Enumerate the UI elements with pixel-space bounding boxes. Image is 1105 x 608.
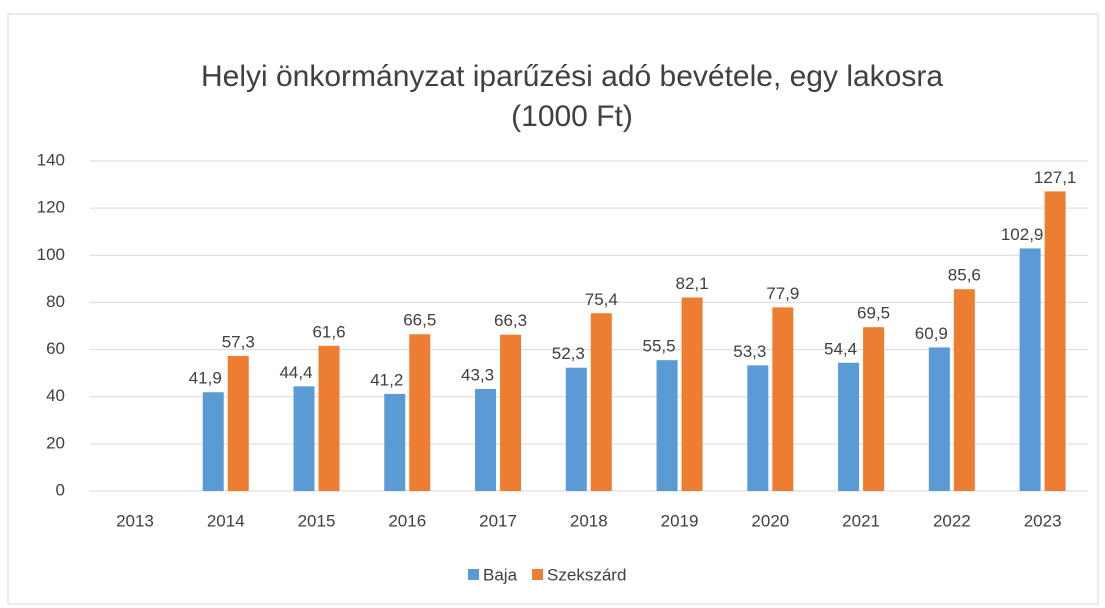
bar (953, 289, 975, 491)
bar (1019, 248, 1041, 491)
x-tick-label: 2022 (933, 511, 971, 530)
bar (293, 386, 315, 491)
value-label: 57,3 (222, 332, 255, 351)
bar (863, 327, 885, 491)
bar (565, 367, 587, 491)
legend-swatch (468, 569, 479, 580)
value-label: 77,9 (766, 284, 799, 303)
value-label: 44,4 (279, 363, 312, 382)
bar (772, 307, 794, 491)
y-tick-label: 20 (46, 433, 65, 452)
value-label: 69,5 (857, 304, 890, 323)
value-label: 53,3 (733, 342, 766, 361)
x-tick-label: 2021 (842, 511, 880, 530)
legend-swatch (532, 569, 544, 580)
y-tick-label: 60 (46, 339, 65, 358)
x-tick-label: 2014 (207, 511, 245, 530)
value-label: 60,9 (915, 324, 948, 343)
value-label: 66,3 (494, 311, 527, 330)
value-label: 54,4 (824, 339, 857, 358)
value-label: 102,9 (1001, 225, 1044, 244)
bar (409, 334, 431, 491)
bar (838, 362, 860, 491)
bar (227, 355, 249, 491)
bar (475, 388, 497, 491)
x-tick-label: 2020 (751, 511, 789, 530)
bar (747, 365, 769, 491)
y-tick-label: 100 (37, 245, 65, 264)
y-tick-label: 80 (46, 292, 65, 311)
legend-label: Szekszárd (547, 565, 626, 584)
value-label: 61,6 (312, 322, 345, 341)
x-tick-label: 2013 (116, 511, 154, 530)
value-label: 85,6 (948, 266, 981, 285)
y-tick-label: 120 (37, 198, 65, 217)
bar (928, 347, 950, 491)
bar (681, 297, 703, 491)
x-tick-label: 2015 (298, 511, 336, 530)
value-label: 75,4 (585, 290, 618, 309)
x-tick-label: 2023 (1024, 511, 1062, 530)
value-label: 82,1 (676, 274, 709, 293)
y-tick-label: 0 (56, 480, 65, 499)
value-label: 66,5 (403, 311, 436, 330)
bar (384, 393, 406, 491)
value-label: 55,5 (643, 337, 676, 356)
bar (656, 360, 678, 491)
chart-title: (1000 Ft) (511, 100, 633, 133)
value-label: 52,3 (552, 344, 585, 363)
value-label: 41,9 (189, 369, 222, 388)
chart-title: Helyi önkormányzat iparűzési adó bevétel… (201, 60, 943, 93)
legend-label: Baja (483, 565, 518, 584)
x-tick-label: 2019 (661, 511, 699, 530)
x-tick-label: 2016 (388, 511, 426, 530)
value-label: 43,3 (461, 365, 494, 384)
bar (590, 313, 612, 491)
x-tick-label: 2017 (479, 511, 517, 530)
bar (318, 345, 340, 491)
y-tick-label: 40 (46, 386, 65, 405)
x-tick-label: 2018 (570, 511, 608, 530)
value-label: 41,2 (370, 370, 403, 389)
value-label: 127,1 (1034, 168, 1077, 187)
bar (202, 392, 224, 491)
y-tick-label: 140 (37, 150, 65, 169)
bar (1044, 191, 1066, 491)
chart-frame (7, 13, 1099, 605)
bar (500, 334, 522, 491)
